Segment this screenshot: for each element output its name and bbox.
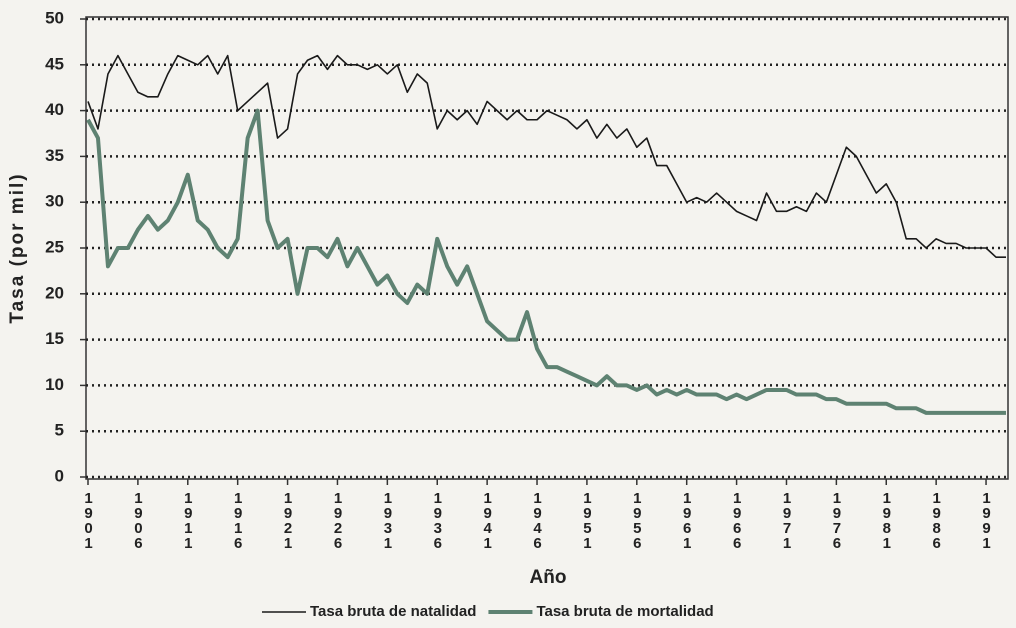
legend-label: Tasa bruta de natalidad [310,603,476,620]
y-tick-label: 0 [55,466,64,485]
y-axis-label: Tasa (por mil) [7,172,28,323]
x-tick-label: 1956 [629,490,646,550]
x-tick-label: 1951 [579,490,596,550]
x-tick-label: 1916 [230,490,247,550]
x-tick-label: 1901 [80,490,97,550]
x-tick-label: 1991 [978,490,995,550]
x-tick-label: 1936 [429,490,446,550]
x-tick-label: 1971 [779,490,796,550]
y-tick-label: 45 [45,54,64,73]
x-tick-label: 1976 [828,490,845,550]
x-axis-label: Año [530,567,567,588]
series-line [87,54,1006,258]
x-tick-label: 1981 [878,490,895,550]
y-tick-label: 30 [45,192,64,211]
y-tick-label: 25 [45,237,64,256]
y-tick-label: 10 [45,375,64,394]
y-tick-label: 20 [45,283,64,302]
x-tick-label: 1911 [180,490,197,550]
x-tick-label: 1961 [679,490,696,550]
x-tick-label: 1931 [379,490,396,550]
x-tick-label: 1906 [130,490,147,550]
x-tick-label: 1986 [928,490,945,550]
y-tick-label: 35 [45,146,64,165]
y-tick-label: 5 [55,421,64,440]
y-tick-label: 40 [45,100,64,119]
y-tick-label: 50 [45,8,64,27]
y-tick-label: 15 [45,329,64,348]
x-tick-label: 1941 [479,490,496,550]
legend-label: Tasa bruta de mortalidad [536,603,713,620]
x-tick-label: 1921 [280,490,297,550]
x-tick-label: 1926 [329,490,346,550]
x-tick-label: 1946 [529,490,546,550]
x-tick-label: 1966 [729,490,746,550]
series-line [86,108,1006,415]
